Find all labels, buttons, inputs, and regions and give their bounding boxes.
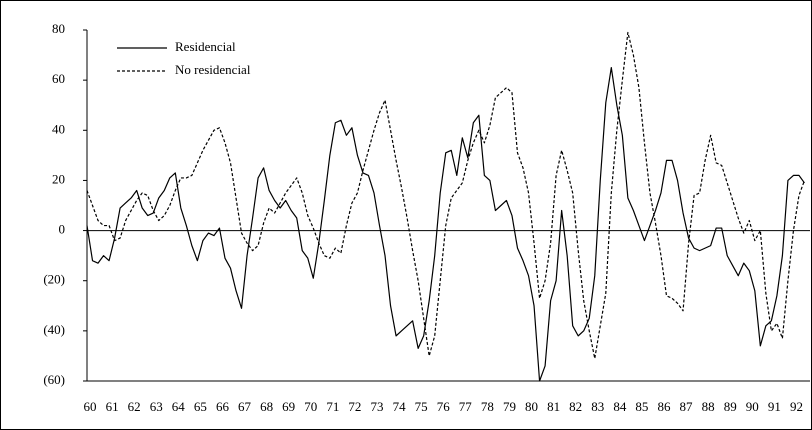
y-tick-label: 0 xyxy=(59,222,66,237)
y-tick-label: (60) xyxy=(43,372,65,387)
legend-label: Residencial xyxy=(175,39,236,54)
x-tick-label: 62 xyxy=(128,399,141,414)
x-tick-label: 73 xyxy=(370,399,383,414)
x-tick-label: 78 xyxy=(481,399,494,414)
x-tick-label: 85 xyxy=(635,399,648,414)
series-line xyxy=(86,67,805,382)
y-tick-label: 40 xyxy=(52,121,65,136)
x-tick-label: 71 xyxy=(326,399,339,414)
y-tick-label: 60 xyxy=(52,71,65,86)
x-tick-label: 80 xyxy=(525,399,538,414)
y-tick-label: (40) xyxy=(43,322,65,337)
x-tick-label: 87 xyxy=(680,399,694,414)
x-tick-label: 72 xyxy=(348,399,361,414)
legend-label: No residencial xyxy=(175,62,251,77)
x-tick-label: 66 xyxy=(216,399,230,414)
x-tick-label: 86 xyxy=(657,399,671,414)
x-tick-label: 88 xyxy=(702,399,715,414)
y-tick-label: 80 xyxy=(52,21,65,36)
x-tick-label: 61 xyxy=(106,399,119,414)
x-tick-label: 74 xyxy=(393,399,407,414)
x-tick-label: 89 xyxy=(724,399,737,414)
x-tick-label: 69 xyxy=(282,399,295,414)
x-tick-label: 75 xyxy=(415,399,428,414)
x-tick-label: 79 xyxy=(503,399,516,414)
x-tick-label: 68 xyxy=(260,399,273,414)
series-line xyxy=(86,31,806,360)
x-tick-label: 90 xyxy=(746,399,759,414)
y-tick-label: (20) xyxy=(43,272,65,287)
x-tick-label: 67 xyxy=(238,399,252,414)
x-tick-label: 63 xyxy=(150,399,163,414)
x-tick-label: 83 xyxy=(591,399,604,414)
x-tick-label: 77 xyxy=(459,399,473,414)
x-tick-label: 65 xyxy=(194,399,207,414)
y-tick-label: 20 xyxy=(52,171,65,186)
x-tick-label: 60 xyxy=(84,399,97,414)
x-tick-label: 82 xyxy=(569,399,582,414)
x-tick-label: 70 xyxy=(304,399,317,414)
x-tick-label: 81 xyxy=(547,399,560,414)
x-tick-label: 92 xyxy=(790,399,803,414)
x-tick-label: 76 xyxy=(437,399,451,414)
x-tick-label: 64 xyxy=(172,399,186,414)
x-tick-label: 84 xyxy=(613,399,627,414)
x-tick-label: 91 xyxy=(768,399,781,414)
